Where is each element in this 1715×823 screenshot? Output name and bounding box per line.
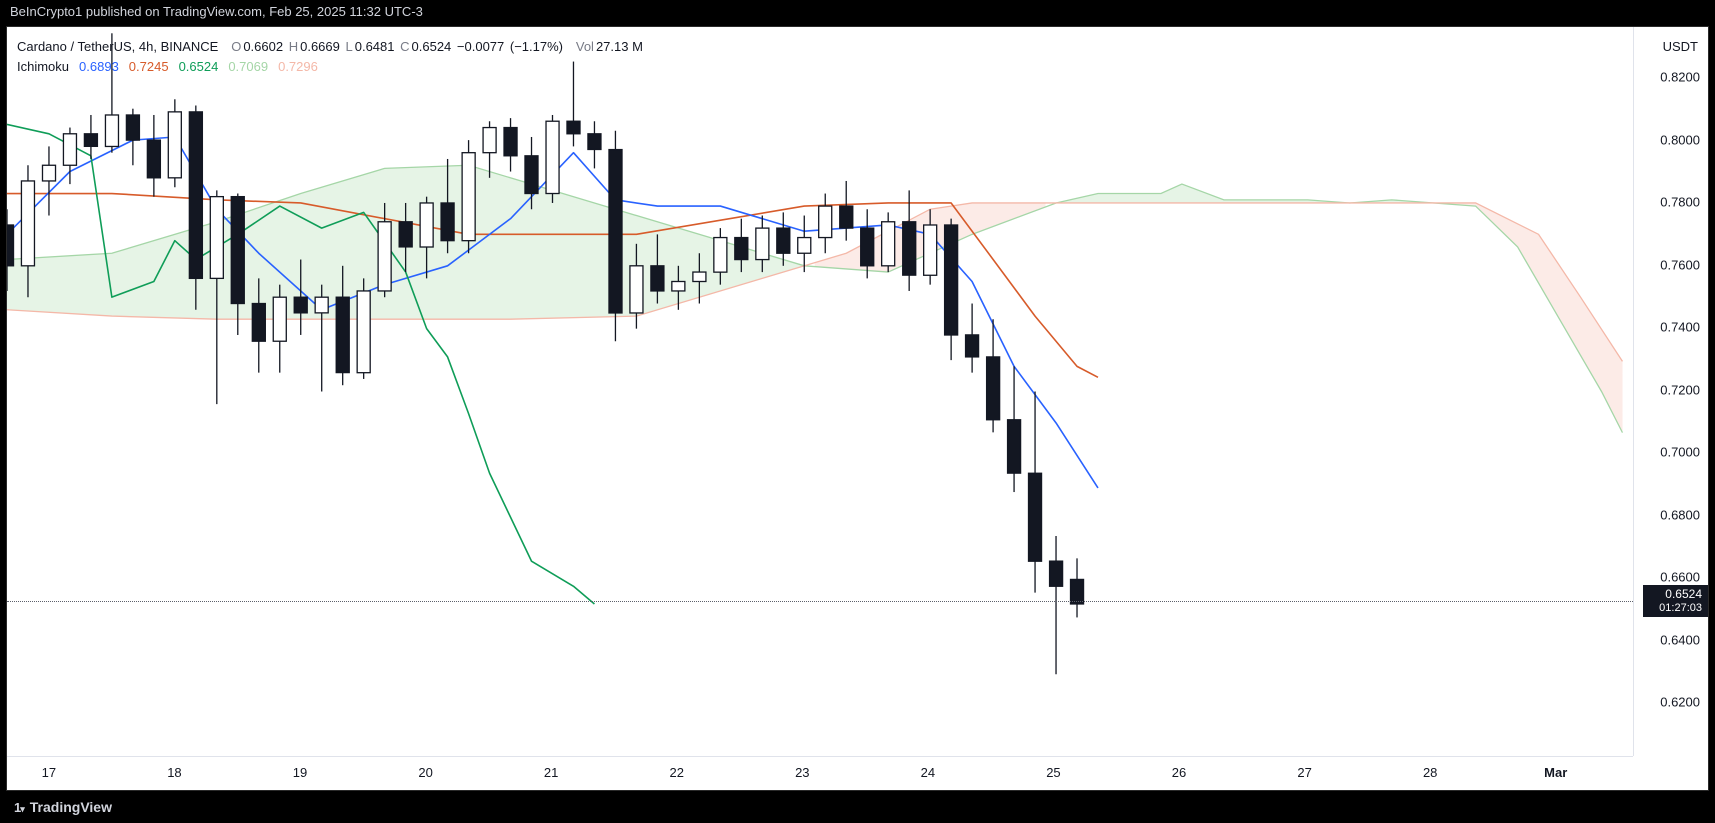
xtick: 27 [1297,765,1311,780]
last-price-tag: 0.652401:27:03 [1643,585,1708,617]
xtick: 28 [1423,765,1437,780]
xtick: 25 [1046,765,1060,780]
xtick: 17 [42,765,56,780]
xtick: 21 [544,765,558,780]
ytick: 0.7400 [1660,320,1700,335]
chart-frame: Cardano / TetherUS, 4h, BINANCE O0.6602 … [6,26,1709,791]
ytick: 0.6800 [1660,507,1700,522]
tradingview-attribution[interactable]: 1▾ TradingView [0,791,1715,823]
ytick: 0.7000 [1660,445,1700,460]
indicator-ichimoku[interactable]: Ichimoku0.68930.72450.65240.70690.7296 [17,57,645,77]
xtick: Mar [1544,765,1567,780]
xtick: 23 [795,765,809,780]
xtick: 26 [1172,765,1186,780]
time-axis[interactable]: 17 18 19 20 21 22 23 24 25 26 27 28 Mar [7,756,1633,790]
ytick: 0.8200 [1660,70,1700,85]
xtick: 24 [921,765,935,780]
ytick: 0.7600 [1660,257,1700,272]
ytick: 0.6400 [1660,632,1700,647]
ytick: 0.7800 [1660,195,1700,210]
ytick: 0.6600 [1660,570,1700,585]
last-price-line [7,601,1633,602]
chart-legend: Cardano / TetherUS, 4h, BINANCE O0.6602 … [17,37,645,77]
ytick: 0.6200 [1660,695,1700,710]
ytick: 0.7200 [1660,382,1700,397]
xtick: 19 [293,765,307,780]
publish-info: BeInCrypto1 published on TradingView.com… [0,0,1715,26]
symbol-label[interactable]: Cardano / TetherUS, 4h, BINANCE [17,39,218,54]
xtick: 18 [167,765,181,780]
xtick: 20 [418,765,432,780]
price-axis[interactable]: USDT 0.6200 0.6400 0.6600 0.6800 0.7000 0.720… [1633,27,1708,756]
xtick: 22 [669,765,683,780]
tradingview-logo-icon: 1▾ [14,800,24,815]
ytick: 0.8000 [1660,132,1700,147]
yaxis-title: USDT [1663,39,1698,54]
chart-plot[interactable] [7,27,1633,756]
